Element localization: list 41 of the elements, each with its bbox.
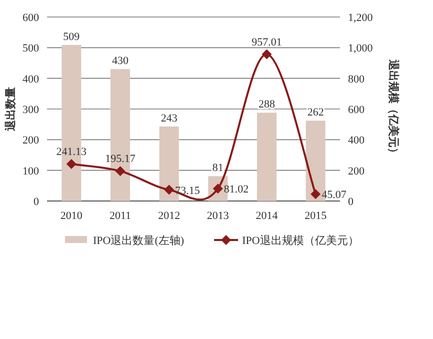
x-tick-label: 2013 xyxy=(206,210,230,222)
point xyxy=(164,184,174,195)
y-axis-title: 退出数量 xyxy=(4,87,17,132)
y2-tick-label: 200 xyxy=(348,165,365,178)
legend-label: IPO退出规模（亿美元） xyxy=(242,234,359,247)
y-tick-label: 600 xyxy=(22,12,40,24)
point xyxy=(115,166,126,176)
legend-label: IPO退出数量(左轴) xyxy=(93,234,184,247)
data-label: 288 xyxy=(258,98,276,111)
point xyxy=(262,49,272,60)
data-label: 243 xyxy=(160,112,178,124)
x-tick-label: 2011 xyxy=(109,210,132,222)
y2-tick-label: 400 xyxy=(348,134,365,147)
data-label: 241.13 xyxy=(56,146,88,158)
y2-tick-label: 800 xyxy=(348,73,365,86)
y-tick-label: 0 xyxy=(34,196,40,208)
x-tick-label: 2015 xyxy=(304,210,328,222)
x-tick-label: 2010 xyxy=(60,210,83,222)
data-label: 81.02 xyxy=(224,184,249,196)
point xyxy=(310,189,321,200)
data-label: 957.01 xyxy=(252,36,282,48)
data-label: 262 xyxy=(307,106,324,119)
y-tick-label: 300 xyxy=(22,104,40,116)
x-tick-label: 2012 xyxy=(158,210,180,222)
data-label: 195.17 xyxy=(105,153,136,166)
data-label: 73.15 xyxy=(175,184,200,197)
y2-tick-label: 1,000 xyxy=(348,42,374,55)
y2-tick-label: 0 xyxy=(348,196,354,208)
point xyxy=(66,159,76,170)
y-tick-label: 200 xyxy=(22,134,40,147)
data-label: 509 xyxy=(63,30,80,43)
data-label: 430 xyxy=(112,55,129,68)
y-tick-label: 400 xyxy=(22,73,40,86)
y2-tick-label: 600 xyxy=(348,104,365,116)
data-label: 45.07 xyxy=(322,189,347,202)
y-tick-label: 500 xyxy=(22,42,40,55)
y2-axis-title: 退出规模（亿美元） xyxy=(387,58,400,158)
y-tick-label: 100 xyxy=(22,165,40,178)
x-tick-label: 2014 xyxy=(256,210,278,222)
bar xyxy=(256,112,277,201)
y2-tick-label: 1,200 xyxy=(348,12,374,24)
